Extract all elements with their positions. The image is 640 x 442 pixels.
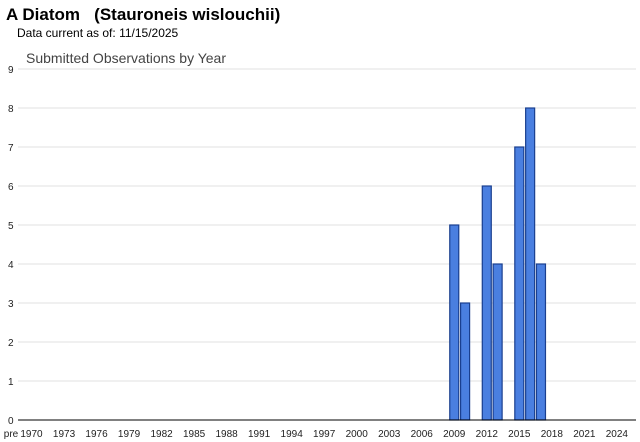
x-tick-label: 1991: [248, 429, 271, 440]
bar-2009: [449, 224, 460, 421]
x-tick-label: 1979: [118, 429, 141, 440]
x-tick-label: 2006: [411, 429, 434, 440]
y-tick-label: 8: [8, 104, 14, 115]
x-tick-label: 2015: [508, 429, 531, 440]
y-tick-label: 9: [8, 65, 14, 76]
bar-2010: [460, 302, 471, 421]
y-tick-label: 0: [8, 416, 14, 427]
chart-bars: [449, 107, 547, 421]
x-tick-label: 2009: [443, 429, 466, 440]
bar-2013: [492, 263, 503, 421]
data-current-date: 11/15/2025: [119, 26, 179, 40]
y-tick-label: 3: [8, 299, 14, 310]
y-tick-label: 6: [8, 182, 14, 193]
x-tick-label: 1985: [183, 429, 206, 440]
y-tick-label: 5: [8, 221, 14, 232]
x-tick-label: 1988: [215, 429, 238, 440]
bar-2012: [481, 185, 492, 421]
data-current-label: Data current as of:: [17, 26, 116, 40]
chart-title: Submitted Observations by Year: [26, 50, 226, 66]
x-tick-label: 1994: [281, 429, 304, 440]
x-tick-label: 2012: [476, 429, 499, 440]
y-tick-label: 7: [8, 143, 14, 154]
x-tick-label: 1982: [150, 429, 173, 440]
bar-2015: [514, 146, 525, 421]
x-axis-ticks: pre 1970 1973 1976 1979 1982 1985 1988 1991 1994 1…: [4, 429, 629, 440]
page-title: A Diatom (Stauroneis wislouchii): [6, 5, 281, 24]
x-tick-label: 2003: [378, 429, 401, 440]
bar-2017: [535, 263, 547, 421]
y-tick-label: 1: [8, 377, 14, 388]
x-tick-label: 2000: [346, 429, 369, 440]
x-tick-label: 2021: [573, 429, 596, 440]
x-tick-label: 1997: [313, 429, 336, 440]
y-axis-ticks: 0 1 2 3 4 5 6 7 8 9: [8, 65, 14, 427]
x-tick-label: 1973: [53, 429, 76, 440]
data-current-line: Data current as of: 11/15/2025: [17, 26, 178, 40]
x-tick-label: 2018: [541, 429, 564, 440]
y-tick-label: 2: [8, 338, 14, 349]
x-tick-label: 2024: [606, 429, 629, 440]
x-tick-label: 1970: [20, 429, 43, 440]
x-tick-label: 1976: [85, 429, 108, 440]
bar-2016: [525, 107, 536, 421]
y-tick-label: 4: [8, 260, 14, 271]
x-tick-label: pre: [4, 429, 19, 440]
